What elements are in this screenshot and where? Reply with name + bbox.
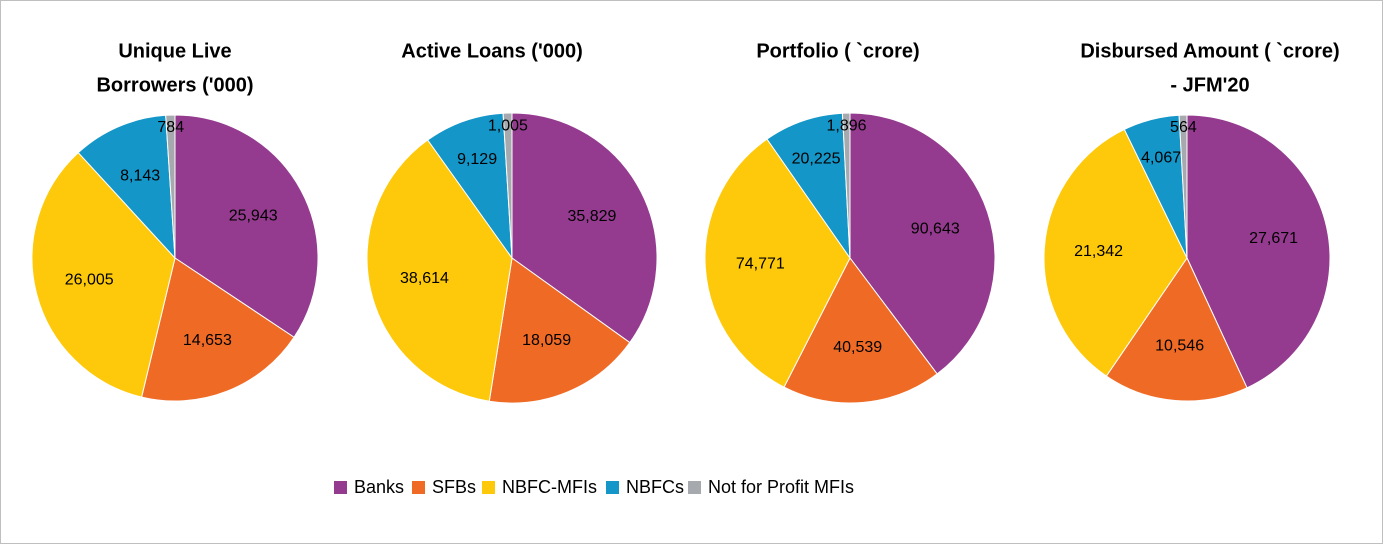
pie-slice [1105, 256, 1248, 402]
data-label: 74,771 [736, 255, 785, 272]
pie-slice [766, 112, 851, 260]
legend-label: SFBs [432, 477, 476, 497]
legend-label: Not for Profit MFIs [708, 477, 854, 497]
pie-slice [31, 151, 176, 398]
data-label: 564 [1170, 119, 1197, 136]
pie-slice [1186, 114, 1331, 389]
data-label: 1,005 [488, 117, 528, 134]
data-label: 10,546 [1155, 338, 1204, 355]
pie-slice [366, 139, 513, 402]
pie-slice [488, 257, 631, 404]
data-label: 27,671 [1249, 230, 1298, 247]
pie-slice [502, 112, 513, 259]
pie-slice [511, 112, 658, 344]
legend-label: NBFC-MFIs [502, 477, 597, 497]
legend-swatch [688, 481, 701, 494]
data-label: 8,143 [120, 168, 160, 185]
pie-slice [1043, 128, 1188, 377]
pie-slice [165, 114, 176, 259]
data-label: 18,059 [522, 332, 571, 349]
legend-swatch [334, 481, 347, 494]
data-label: 40,539 [833, 339, 882, 356]
legend-swatch [482, 481, 495, 494]
data-label: 14,653 [183, 332, 232, 349]
chart-title: Active Loans ('000) [401, 40, 582, 62]
data-label: 21,342 [1074, 243, 1123, 260]
data-label: 20,225 [792, 150, 841, 167]
data-label: 35,829 [568, 208, 617, 225]
data-label: 4,067 [1141, 150, 1181, 167]
data-label: 784 [157, 119, 184, 136]
data-label: 9,129 [457, 151, 497, 168]
pie-slice [704, 138, 851, 388]
chart-title: Portfolio ( `crore) [756, 40, 919, 62]
chart-title: - JFM'20 [1170, 74, 1249, 96]
chart-title: Borrowers ('000) [96, 74, 253, 96]
pie-slice [783, 257, 938, 404]
data-label: 26,005 [65, 271, 114, 288]
legend-label: NBFCs [626, 477, 684, 497]
data-label: 38,614 [400, 270, 449, 287]
pie-slice [841, 112, 851, 259]
pie-slice [141, 257, 295, 402]
legend-swatch [412, 481, 425, 494]
chart-title: Disbursed Amount ( `crore) [1080, 40, 1339, 62]
data-label: 90,643 [911, 221, 960, 238]
pie-slice [849, 112, 996, 375]
legend-swatch [606, 481, 619, 494]
pie-slice [1178, 114, 1188, 259]
data-label: 25,943 [229, 207, 278, 224]
pie-slice [427, 112, 513, 260]
legend-label: Banks [354, 477, 404, 497]
data-label: 1,896 [827, 117, 867, 134]
pie-slice [77, 114, 176, 260]
chart-title: Unique Live [118, 40, 231, 62]
